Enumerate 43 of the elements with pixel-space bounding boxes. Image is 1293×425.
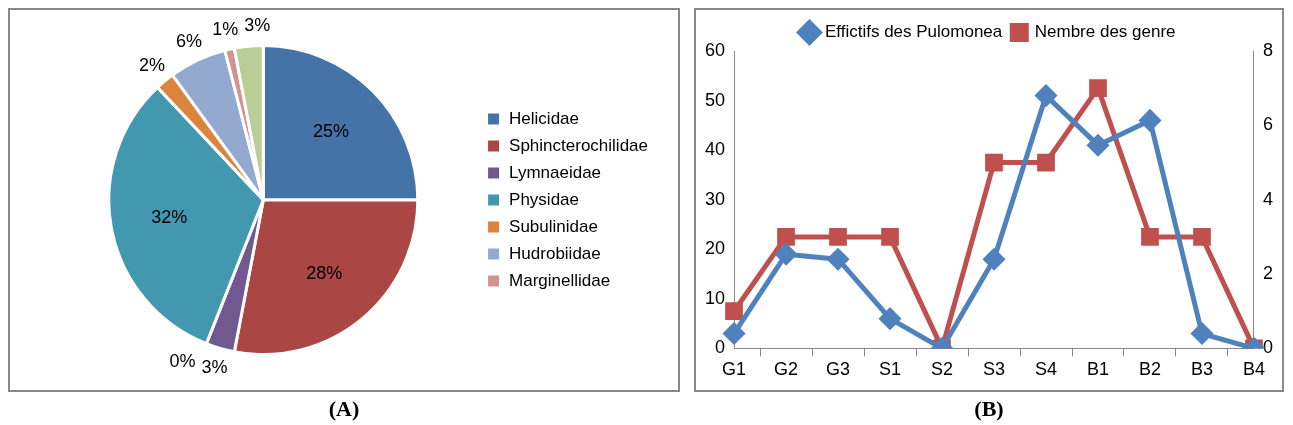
data-label: 25% bbox=[313, 121, 350, 142]
y2-tick-label: 4 bbox=[1262, 188, 1273, 209]
x-tick-label: G3 bbox=[826, 359, 851, 380]
data-label: 1% bbox=[212, 18, 239, 39]
text: (A) bbox=[328, 396, 360, 422]
legend-label: Subulinidae bbox=[509, 216, 598, 236]
data-label: 32% bbox=[151, 206, 188, 227]
x-tick-label: B4 bbox=[1242, 359, 1265, 380]
y2-tick-label: 2 bbox=[1262, 263, 1273, 284]
x-tick-label: S2 bbox=[930, 359, 954, 380]
x-tick-label: S3 bbox=[982, 359, 1006, 380]
y-tick-label: 10 bbox=[704, 287, 726, 308]
data-label: 6% bbox=[175, 31, 202, 52]
x-tick-label: B3 bbox=[1190, 359, 1214, 380]
legend-label: Hudrobiidae bbox=[509, 243, 601, 263]
data-label: 2% bbox=[139, 54, 166, 75]
data-label: 3% bbox=[244, 15, 271, 36]
x-tick-label: B2 bbox=[1138, 359, 1162, 380]
y-tick-label: 60 bbox=[704, 39, 726, 60]
legend-label: Sphincterochilidae bbox=[509, 135, 648, 155]
x-tick-label: G2 bbox=[774, 359, 799, 380]
legend-label: Nembre des genre bbox=[1034, 22, 1176, 42]
legend-label: Effictifs des Pulomonea bbox=[824, 22, 1003, 42]
text: 0% bbox=[169, 351, 196, 372]
x-tick-label: G1 bbox=[722, 359, 747, 380]
y-tick-label: 20 bbox=[704, 238, 726, 259]
y-tick-label: 50 bbox=[704, 89, 726, 110]
x-tick-label: B1 bbox=[1086, 359, 1110, 380]
y2-tick-label: 0 bbox=[1262, 337, 1273, 358]
legend-label: Lymnaeidae bbox=[509, 162, 602, 182]
y-tick-label: 40 bbox=[704, 139, 726, 160]
y2-tick-label: 6 bbox=[1262, 114, 1273, 135]
x-tick-label: S1 bbox=[879, 359, 902, 380]
legend-label: Marginellidae bbox=[509, 270, 611, 290]
x-tick-label: S4 bbox=[1034, 359, 1058, 380]
y-tick-label: 0 bbox=[715, 337, 726, 358]
text: (B) bbox=[974, 396, 1004, 422]
legend-label: Helicidae bbox=[509, 108, 580, 128]
y-tick-label: 30 bbox=[704, 188, 726, 209]
data-label: 28% bbox=[306, 262, 343, 283]
legend-label: Physidae bbox=[509, 189, 580, 209]
y2-tick-label: 8 bbox=[1262, 39, 1273, 60]
data-label: 3% bbox=[201, 356, 228, 377]
